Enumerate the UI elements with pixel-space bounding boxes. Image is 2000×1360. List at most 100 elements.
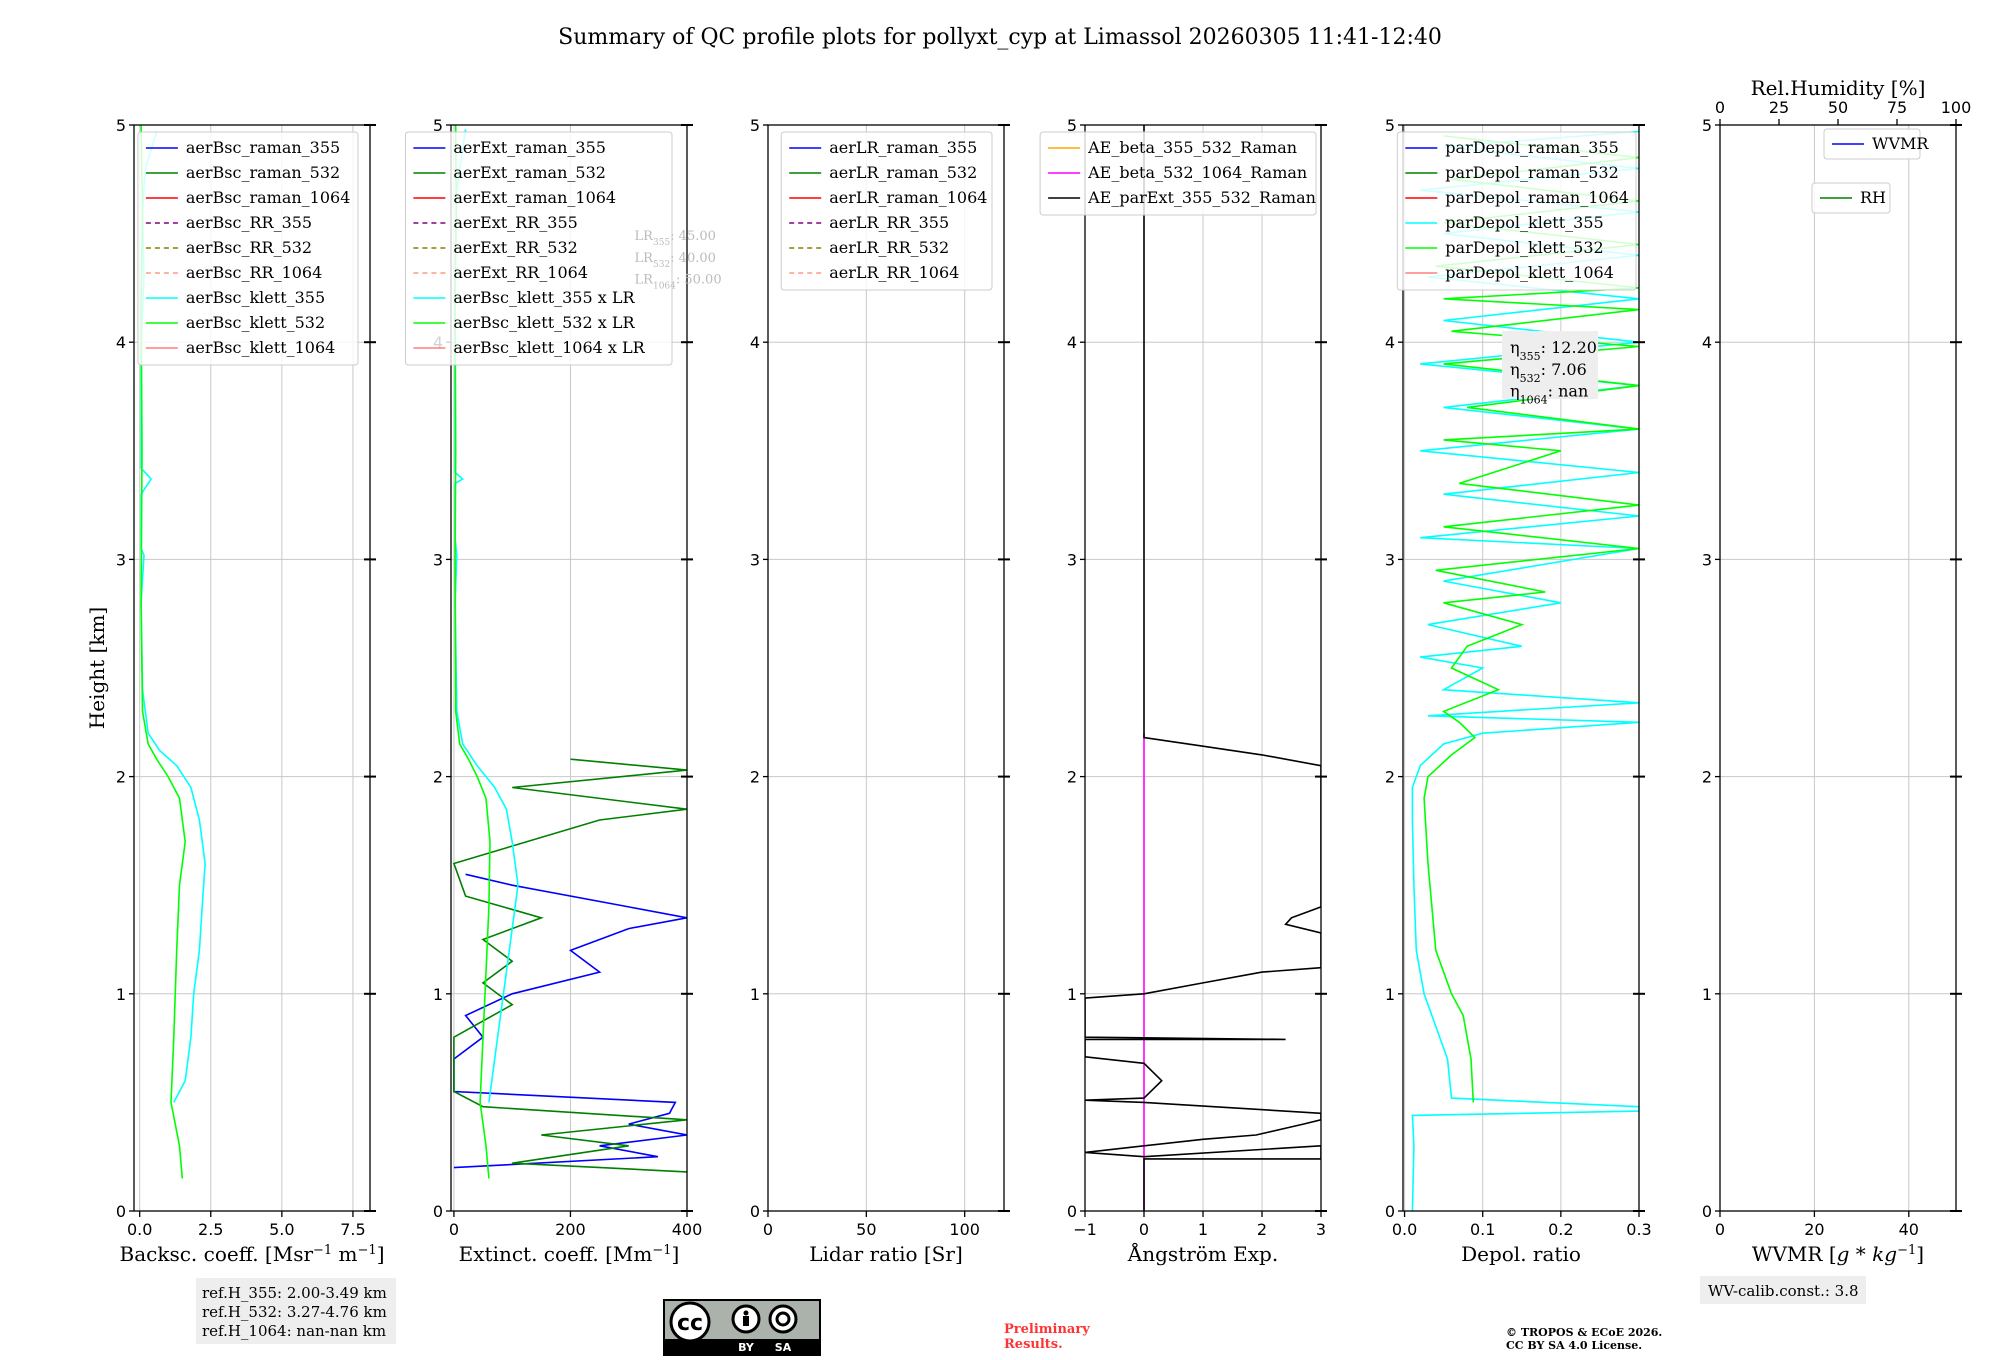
figure-title: Summary of QC profile plots for pollyxt_… <box>558 25 1442 50</box>
panel-depol: 0.0 0.1 0.2 0.3 0 1 2 3 4 5 Depol. ratio parDepol_r… <box>1385 116 1652 1266</box>
x-axis-label: Backsc. coeff. [Msr−1 m−1] <box>120 1242 385 1266</box>
axes-frame <box>133 124 371 1212</box>
axes-frame <box>767 124 1005 1212</box>
y-tick-label: 0 <box>433 1202 443 1221</box>
series-line-aerExt_raman_532 <box>452 758 687 1173</box>
annotation-ext: LR355: 45.00 LR532: 40.00 LR1064: 50.00 <box>635 229 722 291</box>
top-x-tick-label: 25 <box>1769 98 1789 117</box>
legend-label: parDepol_klett_1064 <box>1445 263 1614 282</box>
lr-annotation-1064: LR1064: 50.00 <box>635 273 722 292</box>
panel-wv: 0 20 40 0 1 2 3 4 5 WVMR [g * kg−1] 0 25 50 75 100 Rel.… <box>1702 76 1971 1266</box>
y-tick-label: 3 <box>116 550 126 569</box>
y-tick-label: 4 <box>750 333 760 352</box>
x-tick-label: 0.3 <box>1626 1220 1651 1239</box>
legend: aerExt_raman_355 aerExt_raman_532 aerExt_r… <box>404 131 673 366</box>
eta-annotation-1064: η1064: nan <box>1510 382 1588 407</box>
legend-box <box>404 131 673 366</box>
legend: aerBsc_raman_355 aerBsc_raman_532 aerBsc_r… <box>137 131 359 366</box>
panel-bsc: 0.0 2.5 5.0 7.5 0 1 2 3 4 5 Backsc. coeff. [Msr−1 … <box>85 116 385 1266</box>
cc-by-label: BY <box>738 1341 755 1354</box>
x-tick-label: 0 <box>1139 1220 1149 1239</box>
x-tick-label: 0 <box>1715 1220 1725 1239</box>
legend-label: AE_beta_532_1064_Raman <box>1087 163 1307 182</box>
y-tick-label: 3 <box>1067 550 1077 569</box>
y-tick-label: 1 <box>1067 985 1077 1004</box>
x-tick-label: 0 <box>449 1220 459 1239</box>
legend-label: aerBsc_klett_355 x LR <box>453 288 635 307</box>
cc-icon <box>669 1301 711 1343</box>
series-line-aerBsc_klett_355 x LR <box>454 129 519 1103</box>
x-axis-label: Extinct. coeff. [Mm−1] <box>459 1242 680 1266</box>
legend-label: aerBsc_RR_532 <box>186 238 312 257</box>
y-tick-label: 2 <box>1067 768 1077 787</box>
eta-annotation-355: η355: 12.20 <box>1510 338 1597 363</box>
y-tick-label: 2 <box>1702 768 1712 787</box>
legend-label: aerLR_raman_1064 <box>829 188 987 207</box>
lr-annotation-532: LR532: 40.00 <box>635 251 716 270</box>
y-tick-label: 0 <box>1067 1202 1077 1221</box>
x-tick-label: 20 <box>1804 1220 1824 1239</box>
lr-annotation-355: LR355: 45.00 <box>635 229 716 248</box>
y-tick-label: 4 <box>1385 333 1395 352</box>
series-group <box>452 125 687 1179</box>
series-line-aerBsc_klett_532 <box>140 125 187 1179</box>
x-axis-label: Ångström Exp. <box>1127 1241 1278 1266</box>
y-tick-label: 1 <box>1385 985 1395 1004</box>
legend: AE_beta_355_532_Raman AE_beta_532_1064_Ra… <box>1039 131 1317 216</box>
refh-355: ref.H_355: 2.00-3.49 km <box>202 1284 387 1302</box>
legend-label: aerBsc_RR_1064 <box>186 263 322 282</box>
legend-label: aerBsc_raman_532 <box>186 163 340 182</box>
axes-frame <box>1719 124 1957 1212</box>
axes-frame <box>450 124 688 1212</box>
y-tick-label: 5 <box>116 116 126 135</box>
y-tick-label: 3 <box>750 550 760 569</box>
legend: parDepol_raman_355 parDepol_raman_532 parD… <box>1396 131 1637 291</box>
y-axis-label: Height [km] <box>85 607 109 729</box>
x-tick-label: −1 <box>1073 1220 1097 1239</box>
legend-box <box>1823 128 1921 160</box>
copyright-line-1: © TROPOS & ECoE 2026. <box>1506 1326 1662 1339</box>
legend-label: aerLR_RR_1064 <box>829 263 959 282</box>
series-group <box>1411 130 1639 1211</box>
y-tick-label: 5 <box>1067 116 1077 135</box>
legend-label: parDepol_raman_1064 <box>1445 188 1629 207</box>
y-tick-label: 0 <box>1702 1202 1712 1221</box>
series-line-aerBsc_klett_532 x LR <box>454 125 491 1179</box>
x-tick-label: 50 <box>856 1220 876 1239</box>
legend-label: aerExt_raman_355 <box>453 138 606 157</box>
y-tick-label: 3 <box>1702 550 1712 569</box>
x-tick-label: 7.5 <box>340 1220 365 1239</box>
top-x-tick-label: 50 <box>1828 98 1848 117</box>
by-person-head-icon <box>743 1310 749 1316</box>
legend-label: aerBsc_klett_532 <box>186 313 325 332</box>
legend-label: aerLR_raman_355 <box>829 138 977 157</box>
legend-box <box>1039 131 1317 216</box>
cc-sa-label: SA <box>775 1341 792 1354</box>
y-tick-label: 2 <box>1385 768 1395 787</box>
x-tick-label: 0.0 <box>127 1220 152 1239</box>
legend-label: aerBsc_raman_355 <box>186 138 340 157</box>
legend-box <box>780 131 993 291</box>
x-tick-label: 100 <box>949 1220 980 1239</box>
legend-label: parDepol_raman_532 <box>1445 163 1618 182</box>
x-tick-label: 40 <box>1899 1220 1919 1239</box>
legend-label: aerBsc_klett_532 x LR <box>453 313 635 332</box>
x-tick-label: 1 <box>1198 1220 1208 1239</box>
legend-label: AE_parExt_355_532_Raman <box>1087 188 1316 207</box>
y-tick-label: 1 <box>750 985 760 1004</box>
legend-label: aerExt_RR_355 <box>453 213 577 232</box>
y-tick-label: 5 <box>1385 116 1395 135</box>
axes-frame <box>1402 124 1640 1212</box>
x-tick-label: 400 <box>672 1220 703 1239</box>
legend-label: aerExt_RR_1064 <box>453 263 588 282</box>
legend-label: aerBsc_klett_1064 <box>186 338 335 357</box>
series-line-AE_parExt_355_532_Raman <box>1085 125 1321 1211</box>
legend-label: aerLR_RR_355 <box>829 213 949 232</box>
chart-panels: 0.0 2.5 5.0 7.5 0 1 2 3 4 5 Backsc. coeff. [Msr−1 … <box>85 76 1971 1266</box>
y-tick-label: 4 <box>1702 333 1712 352</box>
wv-calib-box: WV-calib.const.: 3.8 <box>1700 1276 1866 1304</box>
top-x-tick-label: 100 <box>1941 98 1972 117</box>
legend-label: aerExt_raman_532 <box>453 163 606 182</box>
wv-calib-text: WV-calib.const.: 3.8 <box>1708 1282 1859 1300</box>
